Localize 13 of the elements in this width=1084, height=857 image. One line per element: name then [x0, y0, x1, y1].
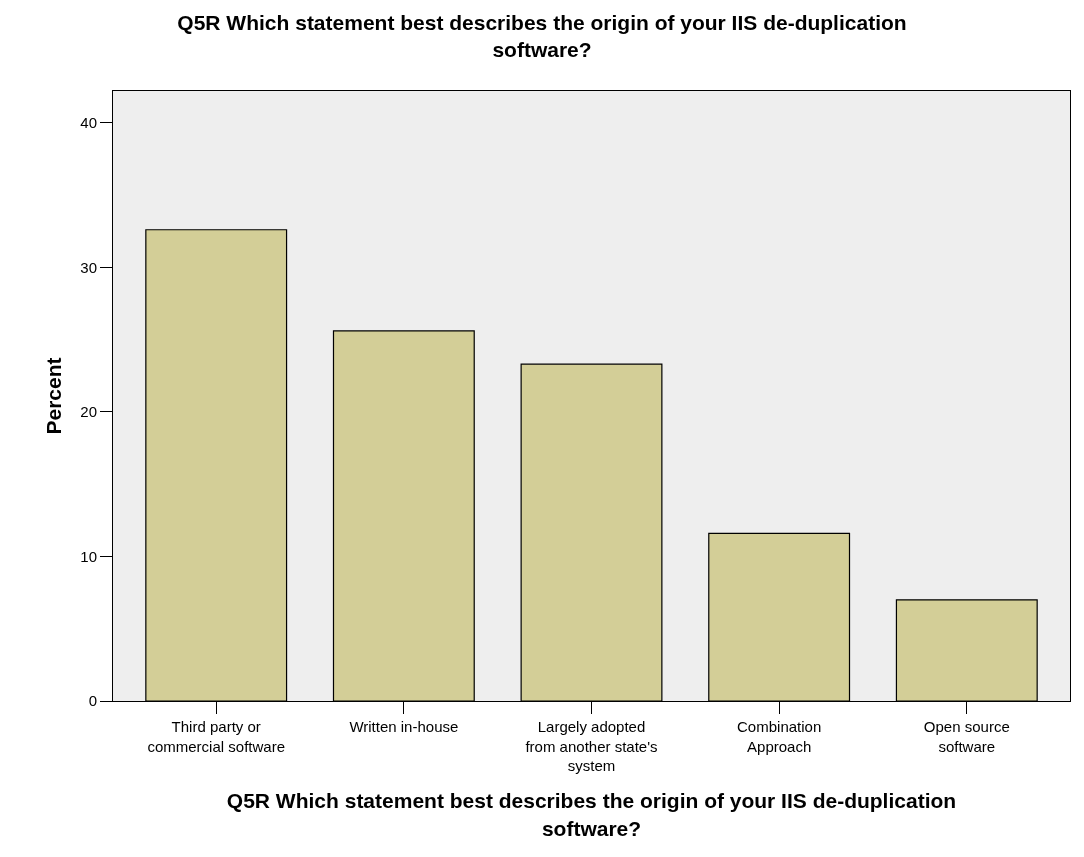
x-tick-label: Combination Approach	[737, 718, 822, 755]
x-tick-label: Largely adopted from another state's system	[525, 718, 658, 774]
y-tick-label: 20	[80, 403, 97, 421]
y-axis-title: Percent	[42, 357, 66, 435]
y-tick-label: 40	[80, 114, 97, 132]
x-tick-label: Third party or commercial software	[147, 718, 285, 755]
y-tick-label: 0	[88, 692, 97, 710]
y-tick-label: 30	[80, 258, 97, 276]
chart-title: Q5R Which statement best describes the origin of your IIS de-duplication software?	[177, 11, 907, 62]
x-tick-label: Open source software	[923, 718, 1010, 755]
x-tick-label: Written in-house	[349, 718, 459, 735]
y-tick-label: 10	[80, 547, 97, 565]
x-axis-title: Q5R Which statement best describes the origin of your IIS de-duplication software?	[226, 789, 957, 840]
